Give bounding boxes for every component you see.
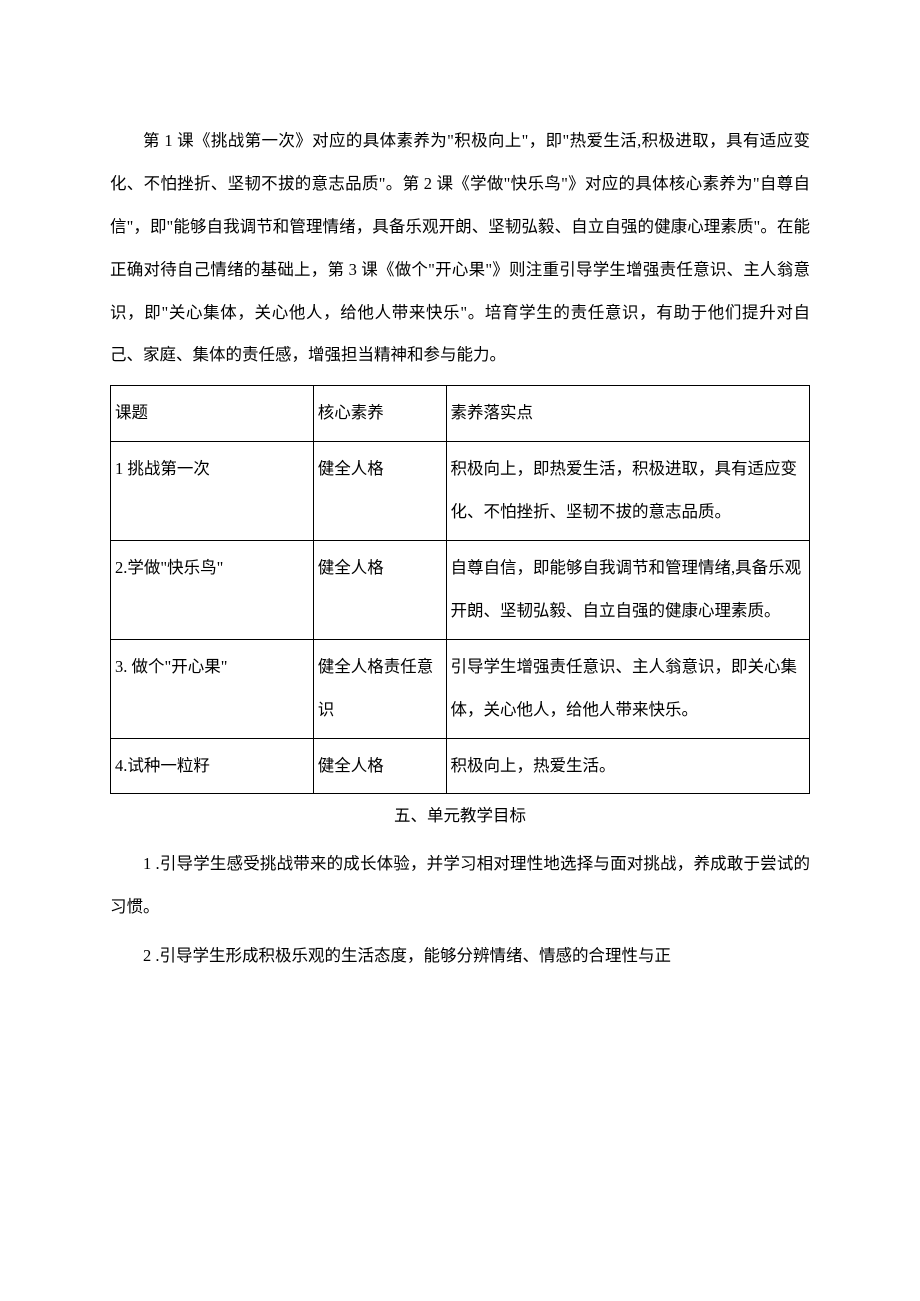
cell-core-literacy: 健全人格 xyxy=(313,541,446,640)
table-row: 1 挑战第一次 健全人格 积极向上，即热爱生活，积极进取，具有适应变化、不怕挫折… xyxy=(111,442,810,541)
table-header-row: 课题 核心素养 素养落实点 xyxy=(111,386,810,442)
section-heading: 五、单元教学目标 xyxy=(110,798,810,834)
cell-implementation: 引导学生增强责任意识、主人翁意识，即关心集体，关心他人，给他人带来快乐。 xyxy=(446,639,810,738)
cell-implementation: 自尊自信，即能够自我调节和管理情绪,具备乐观开朗、坚韧弘毅、自立自强的健康心理素… xyxy=(446,541,810,640)
cell-implementation: 积极向上，热爱生活。 xyxy=(446,738,810,794)
header-implementation: 素养落实点 xyxy=(446,386,810,442)
goal-item-1: 1 .引导学生感受挑战带来的成长体验，并学习相对理性地选择与面对挑战，养成敢于尝… xyxy=(110,843,810,929)
cell-core-literacy: 健全人格责任意识 xyxy=(313,639,446,738)
cell-topic: 4.试种一粒籽 xyxy=(111,738,314,794)
table-row: 4.试种一粒籽 健全人格 积极向上，热爱生活。 xyxy=(111,738,810,794)
cell-topic: 3. 做个"开心果" xyxy=(111,639,314,738)
table-row: 2.学做"快乐鸟" 健全人格 自尊自信，即能够自我调节和管理情绪,具备乐观开朗、… xyxy=(111,541,810,640)
curriculum-table: 课题 核心素养 素养落实点 1 挑战第一次 健全人格 积极向上，即热爱生活，积极… xyxy=(110,385,810,794)
cell-topic: 1 挑战第一次 xyxy=(111,442,314,541)
goal-item-2: 2 .引导学生形成积极乐观的生活态度，能够分辨情绪、情感的合理性与正 xyxy=(110,935,810,978)
table-row: 3. 做个"开心果" 健全人格责任意识 引导学生增强责任意识、主人翁意识，即关心… xyxy=(111,639,810,738)
cell-topic: 2.学做"快乐鸟" xyxy=(111,541,314,640)
cell-core-literacy: 健全人格 xyxy=(313,442,446,541)
cell-core-literacy: 健全人格 xyxy=(313,738,446,794)
cell-implementation: 积极向上，即热爱生活，积极进取，具有适应变化、不怕挫折、坚韧不拔的意志品质。 xyxy=(446,442,810,541)
intro-paragraph: 第 1 课《挑战第一次》对应的具体素养为"积极向上"，即"热爱生活,积极进取，具… xyxy=(110,120,810,377)
header-core-literacy: 核心素养 xyxy=(313,386,446,442)
header-topic: 课题 xyxy=(111,386,314,442)
